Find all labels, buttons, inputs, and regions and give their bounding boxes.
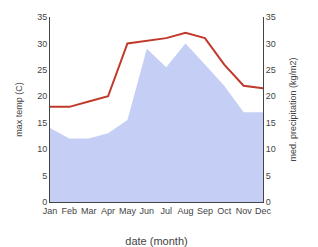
svg-text:35: 35 [37, 12, 47, 22]
svg-text:Jun: Jun [140, 206, 155, 216]
svg-text:5: 5 [266, 171, 271, 181]
svg-text:5: 5 [42, 171, 47, 181]
svg-text:max temp (C): max temp (C) [14, 82, 24, 137]
svg-text:Oct: Oct [217, 206, 232, 216]
svg-text:Apr: Apr [101, 206, 115, 216]
svg-text:15: 15 [37, 118, 47, 128]
svg-text:15: 15 [266, 118, 276, 128]
svg-text:20: 20 [37, 91, 47, 101]
svg-text:25: 25 [37, 65, 47, 75]
svg-text:Mar: Mar [81, 206, 97, 216]
svg-text:May: May [119, 206, 137, 216]
svg-text:0: 0 [266, 197, 271, 207]
svg-text:Nov: Nov [236, 206, 253, 216]
svg-text:10: 10 [37, 144, 47, 154]
svg-text:Dec: Dec [255, 206, 272, 216]
svg-text:0: 0 [42, 197, 47, 207]
svg-text:Jan: Jan [43, 206, 58, 216]
svg-text:med. precipitation (kg/m2): med. precipitation (kg/m2) [288, 57, 298, 161]
svg-text:30: 30 [266, 39, 276, 49]
svg-text:date (month): date (month) [125, 235, 187, 247]
svg-text:30: 30 [37, 39, 47, 49]
svg-text:10: 10 [266, 144, 276, 154]
svg-text:Sep: Sep [197, 206, 213, 216]
svg-text:Jul: Jul [160, 206, 172, 216]
svg-text:35: 35 [266, 12, 276, 22]
svg-text:Aug: Aug [178, 206, 194, 216]
svg-text:20: 20 [266, 91, 276, 101]
svg-text:Feb: Feb [62, 206, 78, 216]
svg-text:25: 25 [266, 65, 276, 75]
